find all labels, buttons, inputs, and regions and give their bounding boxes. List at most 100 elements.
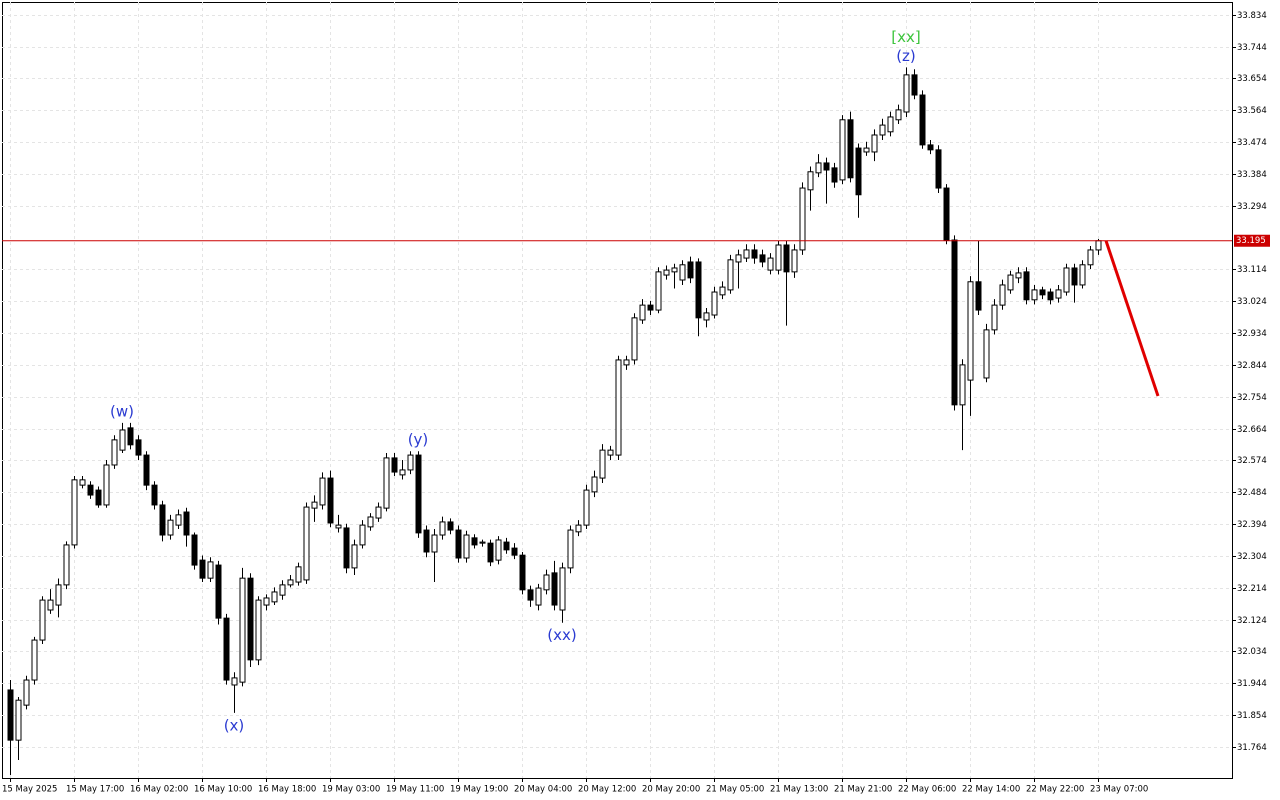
forecast-line bbox=[1104, 240, 1160, 397]
candle-body bbox=[119, 429, 126, 451]
candle-body bbox=[503, 541, 510, 551]
candle-body bbox=[87, 484, 94, 496]
y-tick-label: 33.654 bbox=[1237, 74, 1267, 84]
wave-label: (w) bbox=[110, 402, 134, 420]
candle-body bbox=[151, 484, 158, 506]
candle-body bbox=[647, 304, 654, 311]
candle-body bbox=[447, 521, 454, 531]
candle-body bbox=[1071, 267, 1078, 286]
candle-body bbox=[767, 257, 774, 271]
candle-body bbox=[959, 364, 966, 406]
candle-body bbox=[799, 187, 806, 251]
candle-body bbox=[559, 567, 566, 611]
candle-body bbox=[727, 259, 734, 291]
candle-body bbox=[207, 561, 214, 579]
y-tick-label: 33.474 bbox=[1237, 138, 1267, 148]
x-tick-label: 16 May 18:00 bbox=[258, 785, 316, 795]
candle-body bbox=[71, 479, 78, 546]
candle-body bbox=[783, 244, 790, 273]
candle-body bbox=[455, 529, 462, 559]
candle-body bbox=[1047, 291, 1054, 301]
x-tick-label: 15 May 2025 bbox=[2, 785, 57, 795]
candle-body bbox=[23, 679, 30, 706]
candle-body bbox=[735, 254, 742, 263]
y-tick-label: 32.484 bbox=[1237, 488, 1267, 498]
candle-body bbox=[751, 249, 758, 259]
y-tick-label: 32.574 bbox=[1237, 456, 1267, 466]
x-tick-label: 22 May 14:00 bbox=[962, 785, 1020, 795]
candle-body bbox=[527, 589, 534, 601]
candle-body bbox=[599, 449, 606, 479]
candle-body bbox=[343, 527, 350, 569]
y-tick-label: 32.664 bbox=[1237, 425, 1267, 435]
candle-body bbox=[295, 566, 302, 583]
y-tick-label: 31.764 bbox=[1237, 743, 1267, 753]
candle-body bbox=[1031, 289, 1038, 301]
candle-body bbox=[943, 187, 950, 241]
candle-body bbox=[815, 162, 822, 174]
candle-body bbox=[831, 167, 838, 183]
candle-body bbox=[615, 359, 622, 456]
y-tick-label: 32.844 bbox=[1237, 361, 1267, 371]
x-tick-label: 19 May 03:00 bbox=[322, 785, 380, 795]
candle-body bbox=[367, 516, 374, 528]
candle-body bbox=[415, 454, 422, 534]
candle-body bbox=[879, 124, 886, 136]
candle-body bbox=[239, 577, 246, 683]
candle-body bbox=[655, 271, 662, 311]
candle-body bbox=[991, 304, 998, 331]
candle-body bbox=[663, 269, 670, 276]
candle-body bbox=[183, 511, 190, 536]
candle-body bbox=[215, 564, 222, 619]
candle-body bbox=[711, 291, 718, 316]
candle-body bbox=[863, 147, 870, 153]
candle-body bbox=[471, 537, 478, 546]
y-tick-label: 33.024 bbox=[1237, 297, 1267, 307]
candle-body bbox=[143, 454, 150, 486]
candle-body bbox=[567, 529, 574, 569]
candle-body bbox=[951, 239, 958, 406]
candle-body bbox=[391, 457, 398, 473]
candle-body bbox=[855, 147, 862, 196]
candle-body bbox=[575, 524, 582, 533]
candle-body bbox=[31, 639, 38, 681]
x-tick-label: 22 May 06:00 bbox=[898, 785, 956, 795]
candle-body bbox=[703, 312, 710, 321]
candle-body bbox=[871, 134, 878, 153]
candle-body bbox=[1055, 289, 1062, 299]
candle-body bbox=[375, 506, 382, 519]
candle-body bbox=[247, 577, 254, 661]
y-tick-label: 32.394 bbox=[1237, 520, 1267, 530]
candle-body bbox=[439, 521, 446, 536]
candle-body bbox=[623, 359, 630, 366]
candle-body bbox=[687, 261, 694, 279]
candle-body bbox=[271, 591, 278, 603]
candle-body bbox=[967, 281, 974, 381]
candle-body bbox=[983, 329, 990, 379]
candle-body bbox=[359, 524, 366, 546]
candle-body bbox=[631, 317, 638, 361]
candle-body bbox=[79, 479, 86, 486]
candle-body bbox=[135, 439, 142, 456]
x-tick-label: 20 May 20:00 bbox=[642, 785, 700, 795]
candle-body bbox=[847, 119, 854, 179]
candle-body bbox=[919, 94, 926, 146]
candle-body bbox=[519, 554, 526, 591]
candle-body bbox=[479, 541, 486, 544]
y-tick-label: 31.854 bbox=[1237, 711, 1267, 721]
candle-body bbox=[671, 267, 678, 273]
candle-body bbox=[63, 544, 70, 586]
y-tick-label: 31.944 bbox=[1237, 679, 1267, 689]
candle-body bbox=[1023, 271, 1030, 301]
candle-body bbox=[127, 427, 134, 446]
candle-body bbox=[351, 544, 358, 569]
candle-body bbox=[487, 542, 494, 563]
candle-body bbox=[327, 477, 334, 524]
candle-body bbox=[1087, 249, 1094, 266]
candle-body bbox=[1079, 264, 1086, 286]
x-tick-label: 21 May 05:00 bbox=[706, 785, 764, 795]
candle-body bbox=[807, 171, 814, 191]
candle-body bbox=[231, 677, 238, 686]
